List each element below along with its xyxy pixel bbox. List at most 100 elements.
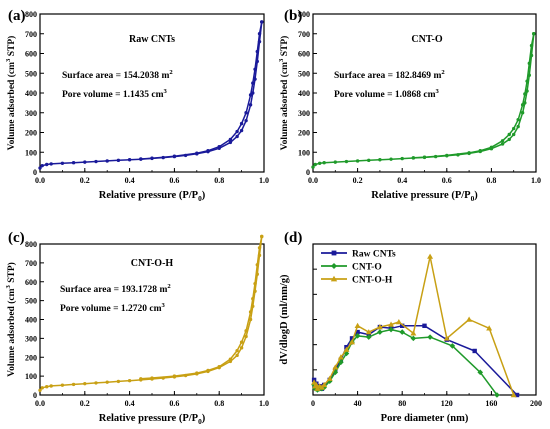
x-tick-label: 80 [398,399,406,408]
data-point [60,383,65,387]
data-point [239,121,244,126]
data-point [395,319,402,325]
data-point [520,103,525,107]
data-point [172,374,177,378]
data-point [139,377,143,381]
data-point [150,156,154,160]
data-point [228,140,233,145]
data-point [257,246,262,250]
data-point [235,353,239,358]
y-tick-label: 700 [25,30,37,39]
y-tick-label: 200 [25,353,37,362]
data-point [443,335,450,341]
data-point [248,310,253,314]
data-point [410,330,417,336]
y-tick-label: 100 [25,148,37,157]
x-tick-label: 0 [311,399,315,408]
x-tick-label: 0.2 [80,399,90,408]
data-point [355,329,360,335]
data-point [388,326,394,333]
data-point [228,357,233,361]
series-line-branch-1 [140,236,263,380]
data-point [527,61,532,66]
y-tick-label: 300 [25,334,37,343]
y-tick-label: 600 [298,50,310,59]
data-point [38,166,42,170]
data-point [248,103,253,107]
y-tick-label: 700 [298,30,310,39]
data-point [251,91,255,95]
data-point [253,67,257,72]
y-tick-label: 400 [298,89,310,98]
data-point [255,263,259,267]
surface-area-text: Surface area = 193.1728 m2 [60,283,171,295]
y-tick-label: 500 [25,69,37,78]
y-tick-label: 800 [298,10,310,19]
y-tick-label: 500 [25,297,37,306]
data-point [477,369,484,376]
y-tick-label: 0 [33,168,37,177]
data-point [239,346,244,350]
data-point [486,325,493,331]
data-point [49,162,53,166]
data-point [116,379,121,384]
x-tick-label: 160 [485,399,497,408]
data-point [494,392,500,398]
data-point [332,369,339,376]
panel-b: 0.0 0.2 0.4 0.6 0.8 1.0 0 100 200 300 400 500 600 700… [278,8,541,203]
data-point [150,376,154,380]
pore-volume-text: Pore volume = 1.2720 cm3 [60,302,166,314]
data-point [94,381,98,385]
data-point [257,32,262,36]
x-axis-label: Relative pressure (P/P0) [99,190,206,203]
x-tick-label: 0.0 [308,176,318,185]
data-point [507,132,511,137]
data-point [354,333,361,339]
data-point [478,148,482,153]
data-point [400,323,405,328]
data-point [60,161,65,166]
data-point [116,158,121,163]
data-point [510,392,517,398]
x-tick-label: 120 [441,399,453,408]
data-point [45,384,49,389]
data-point [523,101,527,105]
data-point [520,111,525,115]
data-point [38,388,42,392]
data-point [313,162,317,167]
data-point [260,20,264,24]
y-tick-label: 200 [25,129,37,138]
data-point [217,364,221,369]
data-point [489,145,494,150]
data-point [71,382,76,387]
legend-marker [331,263,337,269]
panel-label: (b) [284,8,302,24]
data-point [343,350,350,357]
data-point [523,92,527,96]
panel-label: (d) [284,230,302,246]
data-point [251,81,255,85]
x-tick-label: 0.6 [169,399,179,408]
y-tick-label: 600 [25,50,37,59]
data-point [377,329,383,335]
data-point [344,159,349,164]
data-point [105,159,109,163]
x-tick-label: 0.2 [353,176,363,185]
y-tick-label: 0 [306,168,310,177]
y-axis-label: Volume adsorbed (cm3 STP) [5,262,17,377]
data-point [376,324,383,330]
series-line-branch-1 [413,33,535,159]
x-tick-label: 0.2 [80,176,90,185]
data-point [399,329,405,335]
data-point [321,381,328,388]
y-tick-label: 400 [25,89,37,98]
data-point [349,339,356,345]
x-tick-label: 0.8 [214,176,224,185]
data-point [244,118,248,123]
data-point [500,142,505,146]
data-point [251,297,255,301]
data-point [516,117,520,122]
data-point [354,322,361,328]
data-point [317,161,322,166]
x-tick-label: 0.4 [125,399,135,408]
